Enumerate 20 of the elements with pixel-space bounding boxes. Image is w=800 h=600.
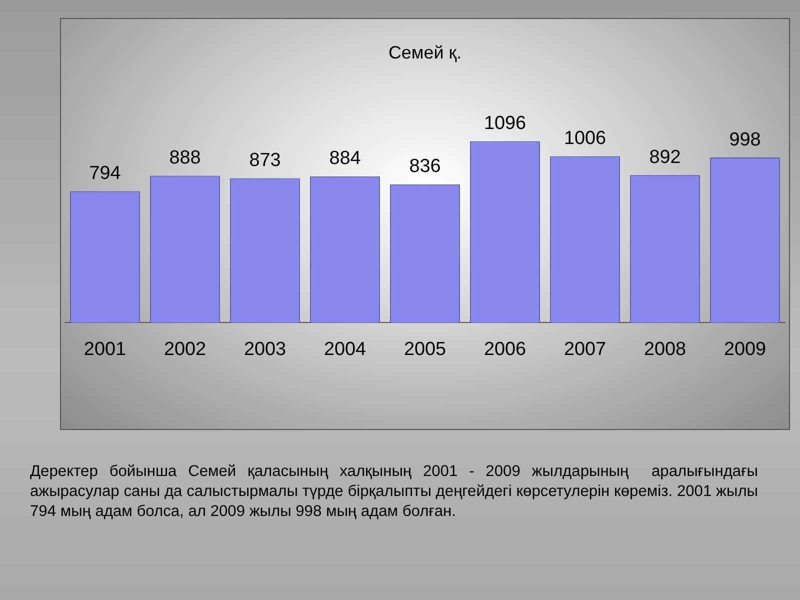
data-label: 892: [649, 146, 681, 168]
x-tick-label: 2003: [244, 339, 286, 360]
x-tick-label: 2009: [724, 339, 766, 360]
x-tick-label: 2005: [404, 339, 446, 360]
data-label: 884: [329, 148, 361, 170]
data-label: 873: [249, 150, 281, 172]
data-label: 836: [409, 156, 441, 178]
x-tick-label: 2001: [84, 339, 126, 360]
x-tick-label: 2006: [484, 339, 526, 360]
data-label: 1096: [484, 113, 526, 134]
data-label: 888: [169, 148, 201, 169]
chart-title: Семей қ.: [388, 42, 462, 63]
data-label: 794: [89, 163, 121, 184]
x-tick-label: 2007: [564, 339, 606, 360]
x-tick-label: 2008: [644, 339, 686, 360]
text: Деректер бойынша Семей қаласының халқының 2001 - 2009 жылдарының аралығындағы ажырасулар саны да салыстырмалы түрде бірқалыпты деңгейдегі көрсетулерін көреміз. 2001 жылы 794 мың адам болса, ал 2009 жылы 998 мың адам болған.: [30, 462, 758, 522]
data-label: 1006: [564, 128, 606, 149]
data-label: 998: [729, 129, 761, 150]
x-tick-label: 2002: [164, 339, 206, 360]
x-tick-label: 2004: [324, 339, 366, 360]
